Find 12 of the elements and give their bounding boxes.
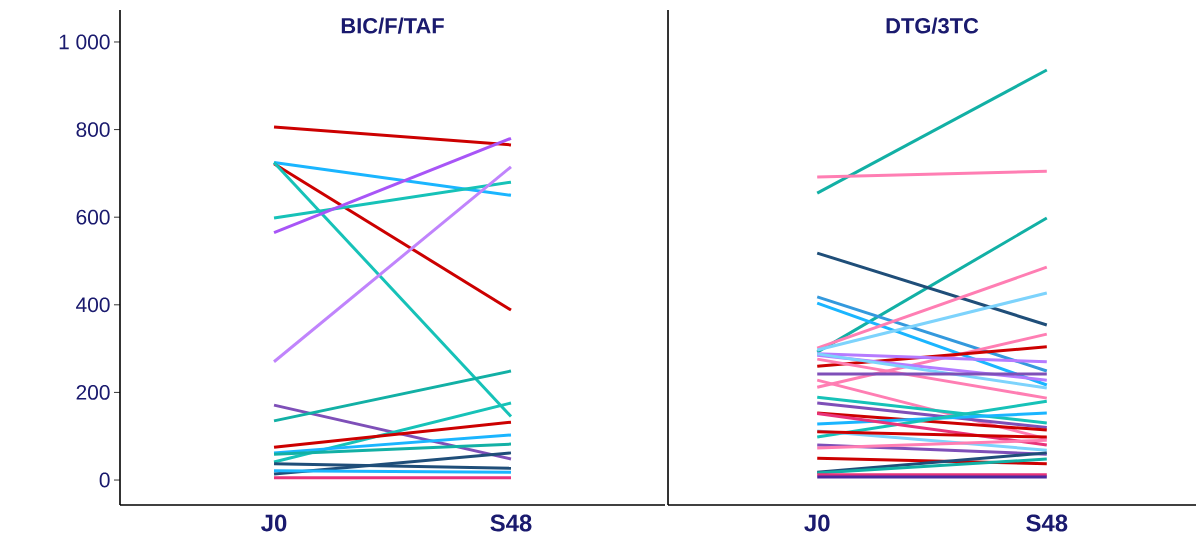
y-tick-label: 0	[99, 472, 110, 488]
y-tick-label: 800	[76, 122, 110, 137]
x-tick-label: S48	[490, 514, 532, 532]
y-tick-label: 1 000	[59, 34, 110, 50]
chart-title: DTG/3TC	[886, 17, 979, 34]
x-tick-label: J0	[261, 514, 287, 532]
y-tick-label: 600	[76, 209, 110, 225]
x-tick-label: J0	[804, 514, 830, 532]
y-tick-label: 400	[76, 297, 110, 313]
x-tick-label: S48	[1026, 514, 1068, 532]
y-tick-label: 200	[76, 385, 110, 400]
chart-title: BIC/F/TAF	[341, 17, 444, 34]
